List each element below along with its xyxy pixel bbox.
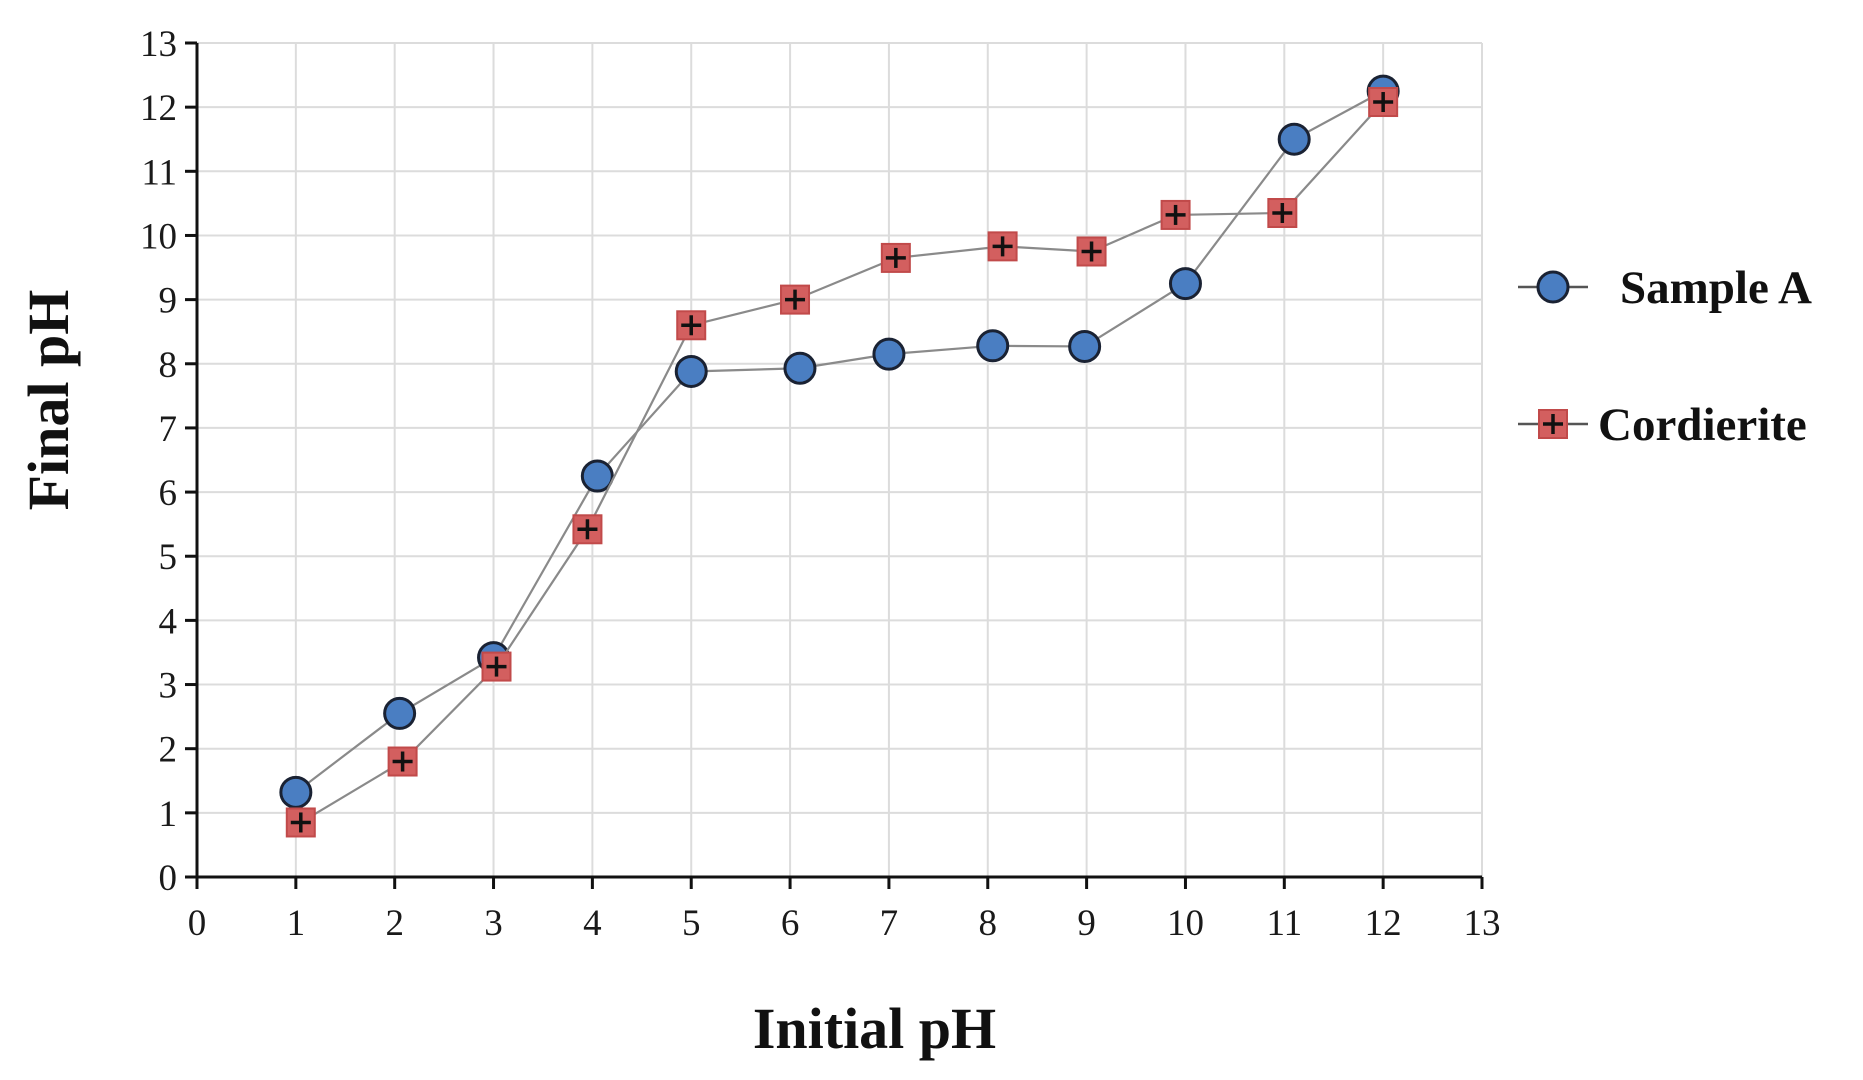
circle-marker <box>674 354 708 388</box>
x-tick-label: 5 <box>682 903 701 944</box>
x-tick-label: 1 <box>287 903 306 944</box>
circle-marker <box>1277 122 1311 156</box>
square-plus-marker <box>1538 409 1568 439</box>
y-axis-title: Final pH <box>16 290 81 511</box>
y-tick-label: 9 <box>159 281 178 322</box>
circle-marker <box>976 329 1010 363</box>
square-plus-marker <box>676 310 707 341</box>
square-plus-marker <box>1368 87 1399 118</box>
legend-label: Sample A <box>1620 262 1812 314</box>
x-tick-label: 9 <box>1077 903 1096 944</box>
y-tick-label: 1 <box>159 794 178 835</box>
x-tick-label: 7 <box>880 903 899 944</box>
square-plus-marker <box>481 651 512 682</box>
square-plus-marker <box>1160 199 1191 230</box>
x-tick-label: 11 <box>1266 903 1302 944</box>
series-line <box>295 90 1384 794</box>
x-tick-label: 10 <box>1167 903 1204 944</box>
square-plus-marker <box>1267 198 1298 229</box>
x-axis-title: Initial pH <box>753 996 996 1061</box>
y-tick-label: 0 <box>159 858 178 899</box>
y-tick-label: 5 <box>159 537 178 578</box>
y-tick-label: 8 <box>159 345 178 386</box>
x-tick-label: 6 <box>781 903 800 944</box>
square-plus-marker <box>1076 236 1107 267</box>
y-tick-label: 4 <box>159 601 178 642</box>
series-sample-a <box>279 74 1400 809</box>
y-tick-label: 13 <box>140 24 177 65</box>
square-plus-marker <box>387 746 418 777</box>
circle-marker <box>383 696 417 730</box>
square-plus-marker <box>572 514 603 545</box>
legend-label: Cordierite <box>1598 399 1807 451</box>
square-plus-marker <box>880 242 911 273</box>
y-tick-label: 11 <box>141 152 177 193</box>
circle-marker <box>1168 267 1202 301</box>
x-tick-label: 8 <box>979 903 998 944</box>
x-tick-label: 13 <box>1464 903 1501 944</box>
circle-marker <box>1068 329 1102 363</box>
x-tick-label: 2 <box>385 903 404 944</box>
series-line <box>300 101 1384 824</box>
grid <box>196 42 1483 878</box>
x-tick-label: 4 <box>583 903 602 944</box>
circle-marker <box>1536 270 1570 304</box>
y-tick-label: 7 <box>159 409 178 450</box>
y-tick-label: 10 <box>140 216 177 257</box>
legend-entry: Sample A <box>1518 262 1812 314</box>
legend-entry: Cordierite <box>1518 399 1807 451</box>
circle-marker <box>279 775 313 809</box>
y-tick-label: 12 <box>140 88 177 129</box>
y-tick-label: 2 <box>159 730 178 771</box>
circle-marker <box>872 337 906 371</box>
square-plus-marker <box>780 284 811 315</box>
x-tick-label: 3 <box>484 903 503 944</box>
y-tick-label: 3 <box>159 666 178 707</box>
x-tick-label: 0 <box>188 903 207 944</box>
circle-marker <box>580 459 614 493</box>
plot-series <box>279 74 1400 838</box>
circle-marker <box>783 351 817 385</box>
series-cordierite <box>285 87 1399 838</box>
x-tick-label: 12 <box>1365 903 1402 944</box>
legend: Sample A Cordierite <box>1518 262 1812 451</box>
square-plus-marker <box>987 231 1018 262</box>
y-tick-label: 6 <box>159 473 178 514</box>
axes <box>185 41 1484 889</box>
square-plus-marker <box>285 807 316 838</box>
